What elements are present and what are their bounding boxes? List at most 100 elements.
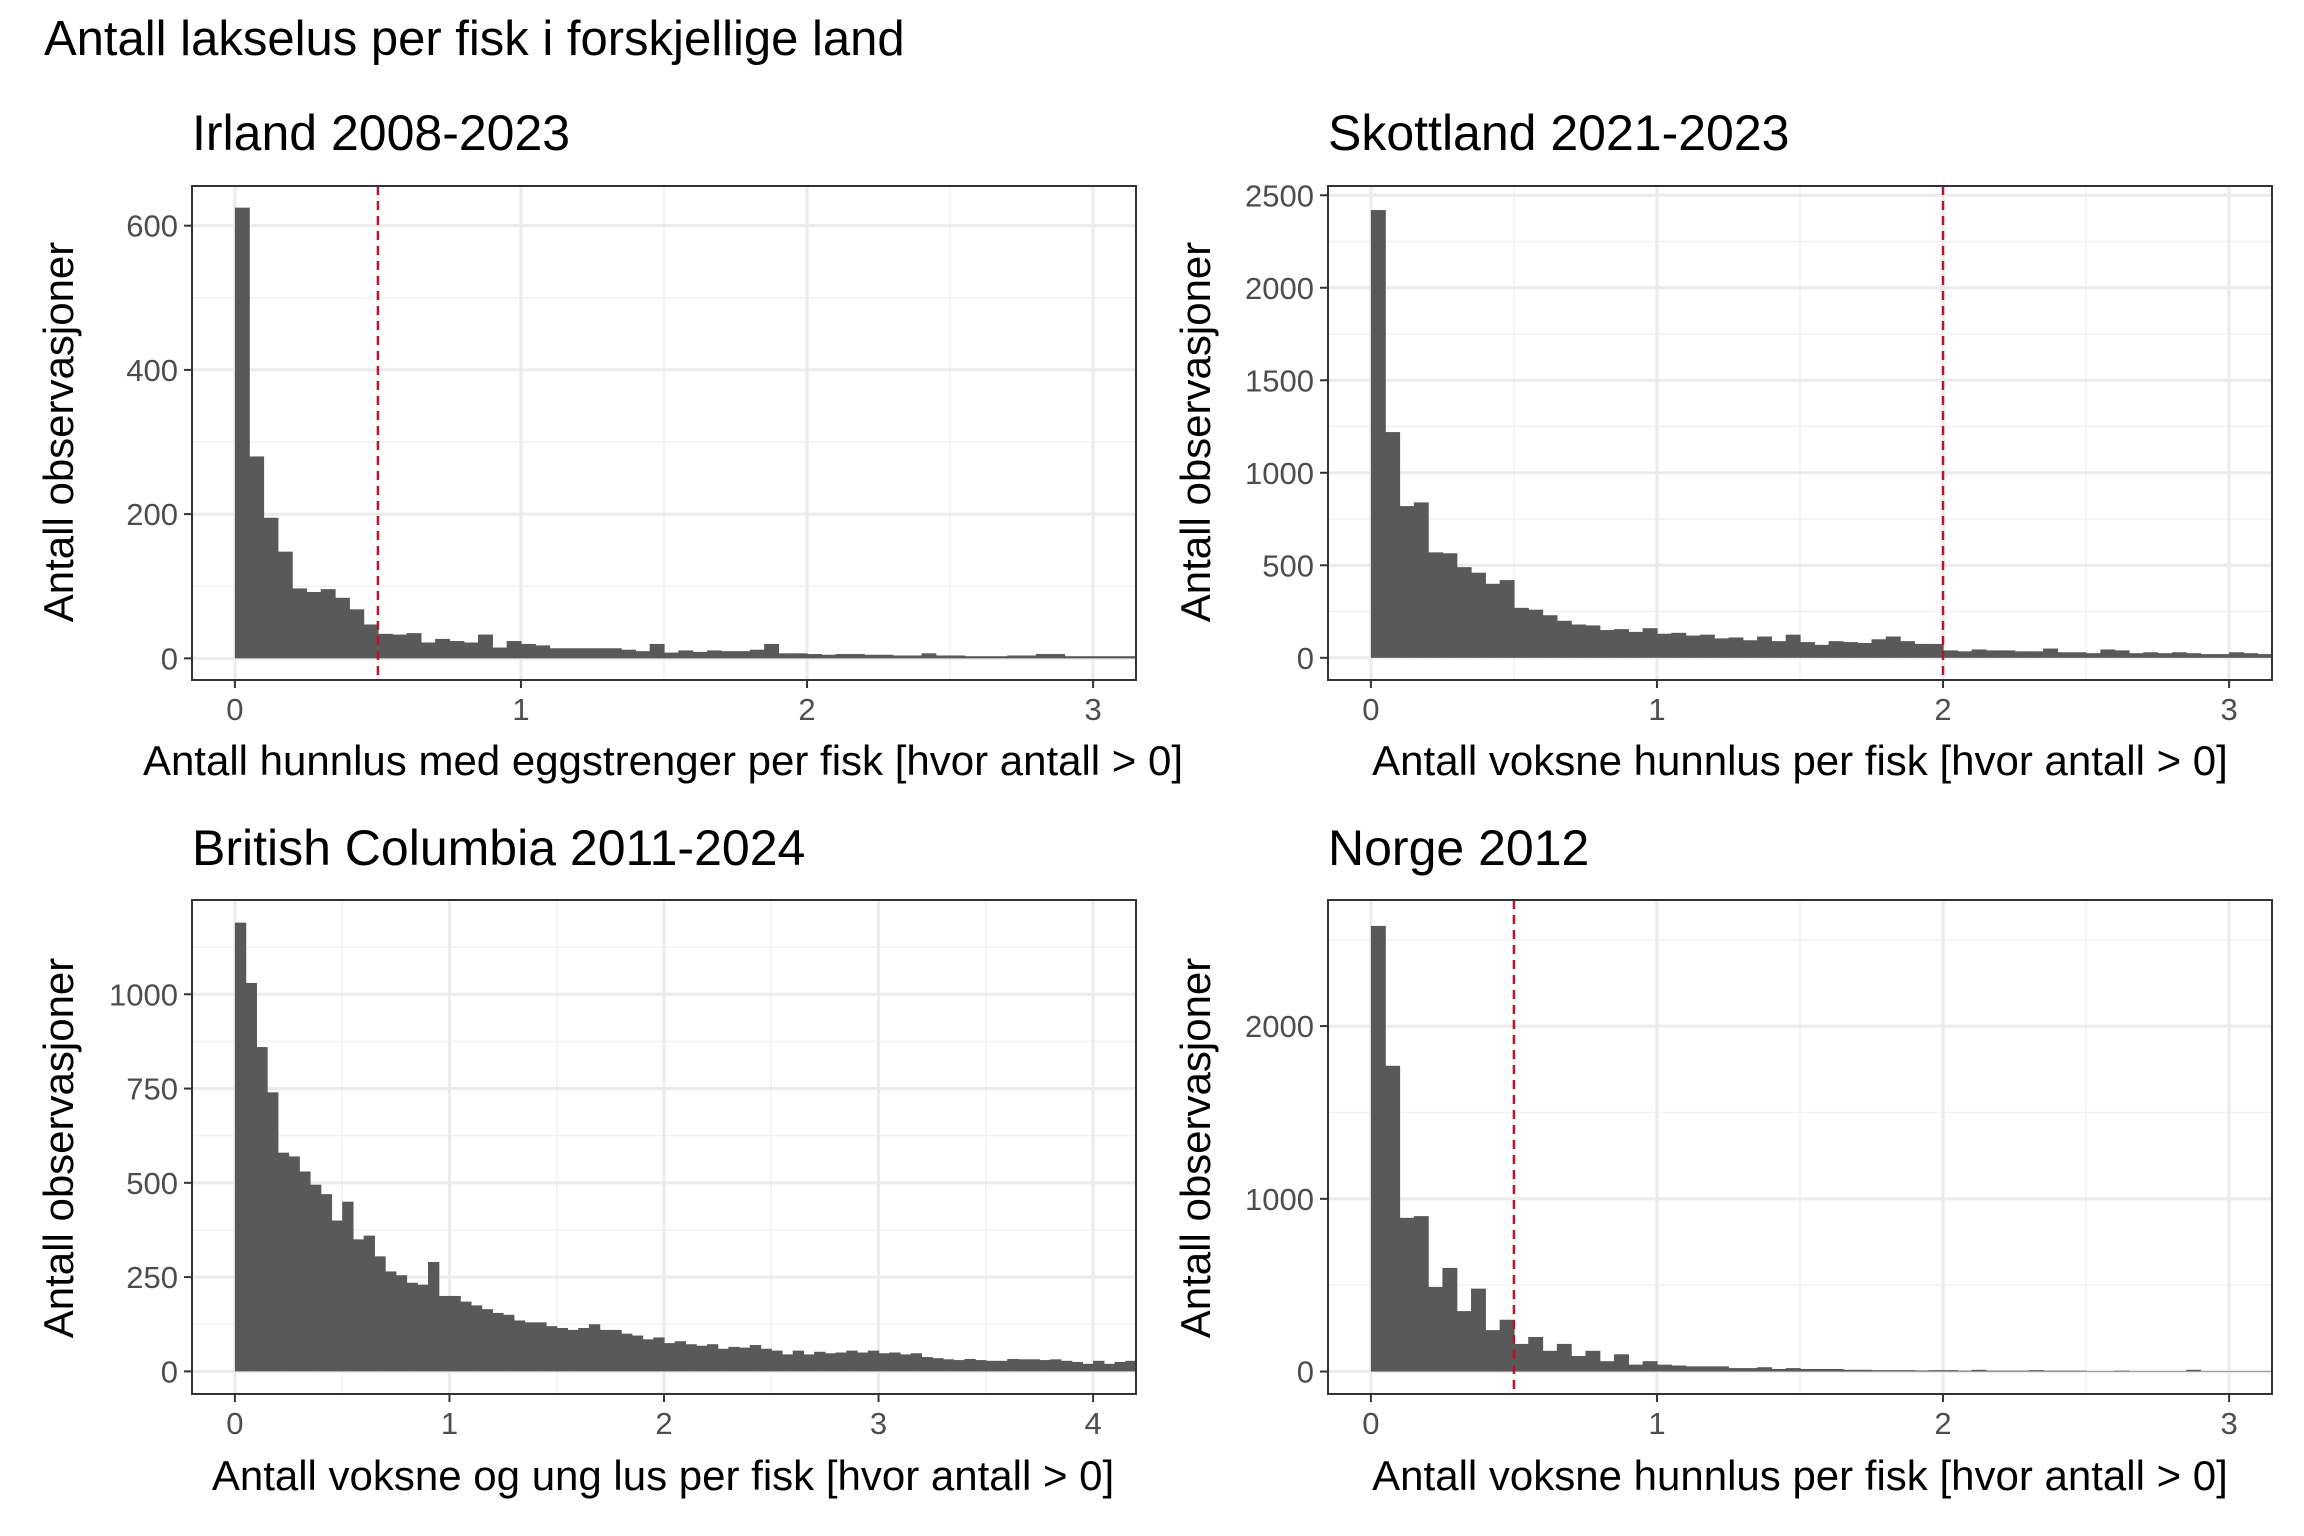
panel-british-columbia: British Columbia 2011-2024 0 1 2 3 4 0 250 500 7… bbox=[35, 820, 1158, 1499]
histogram-bar bbox=[1785, 634, 1801, 658]
histogram-bar bbox=[1071, 1361, 1083, 1372]
histogram-bar bbox=[964, 656, 980, 659]
histogram-bar bbox=[814, 1351, 826, 1372]
histogram-bar bbox=[460, 1301, 472, 1372]
histogram-bar bbox=[1125, 1360, 1136, 1372]
histogram-bar bbox=[1842, 642, 1858, 658]
histogram-bar bbox=[406, 633, 422, 659]
histogram-bar bbox=[588, 1324, 601, 1372]
histogram-bar bbox=[1714, 638, 1730, 658]
histogram-bar bbox=[2243, 1371, 2259, 1372]
histogram-bar bbox=[1064, 656, 1080, 659]
histogram-bar bbox=[1585, 625, 1601, 658]
histogram-bar bbox=[435, 638, 451, 659]
histogram-bar bbox=[1943, 650, 1958, 658]
histogram-bar bbox=[1914, 1370, 1930, 1372]
histogram-bar bbox=[1082, 1363, 1094, 1372]
y-axis-title: Antall observasjoner bbox=[35, 242, 82, 623]
histogram-bar bbox=[556, 1328, 569, 1372]
panel-border bbox=[191, 185, 1137, 681]
histogram-bar bbox=[1914, 643, 1930, 658]
histogram-bar bbox=[1614, 1354, 1629, 1372]
histogram-bar bbox=[549, 648, 565, 659]
histogram-bar bbox=[2214, 654, 2230, 658]
y-tick-label: 400 bbox=[126, 353, 178, 388]
histogram-bar bbox=[256, 1047, 268, 1372]
panel-skottland: Skottland 2021-2023 0 1 2 3 0 500 1000 1500 2000… bbox=[1172, 105, 2301, 784]
histogram-bar bbox=[1814, 1368, 1830, 1372]
histogram-bar bbox=[1018, 1359, 1030, 1372]
histogram-bar bbox=[782, 1354, 794, 1372]
histogram-bar bbox=[1671, 1365, 1687, 1372]
histogram-bar bbox=[1147, 1363, 1158, 1371]
histogram-bar bbox=[1556, 1343, 1572, 1372]
histogram-bar bbox=[1060, 1360, 1073, 1372]
histogram-bar bbox=[1714, 1366, 1730, 1372]
histogram-bar bbox=[563, 648, 579, 659]
histogram-bar bbox=[520, 643, 536, 659]
histogram-bar bbox=[1528, 1337, 1544, 1372]
histogram-bar bbox=[749, 1344, 762, 1372]
histogram-bar bbox=[1656, 633, 1672, 658]
histogram-bar bbox=[739, 1347, 751, 1372]
histogram-bar bbox=[1599, 630, 1615, 658]
histogram-bar bbox=[2286, 656, 2301, 658]
histogram-bar bbox=[1642, 1361, 1658, 1372]
x-tick-label: 2 bbox=[1934, 692, 1951, 727]
histogram-bar bbox=[653, 1337, 665, 1372]
histogram-bar bbox=[524, 1322, 536, 1372]
histogram-bar bbox=[2128, 653, 2144, 658]
histogram-bar bbox=[849, 654, 865, 659]
histogram-bar bbox=[463, 642, 479, 659]
histogram-bar bbox=[1985, 1370, 2001, 1372]
histogram-bar bbox=[1542, 1350, 1558, 1372]
histogram-bar bbox=[1757, 1367, 1772, 1372]
histogram-bar bbox=[1485, 1330, 1501, 1372]
histogram-bar bbox=[310, 1184, 322, 1372]
histogram-bar bbox=[1028, 1359, 1041, 1372]
histogram-bar bbox=[2043, 648, 2059, 658]
histogram-bar bbox=[1871, 639, 1887, 658]
histogram-bar bbox=[824, 1353, 837, 1372]
histogram-bar bbox=[1900, 1370, 1916, 1372]
histogram-bar bbox=[1571, 1356, 1587, 1372]
histogram-bar bbox=[1385, 432, 1401, 658]
histogram-bar bbox=[1742, 1368, 1758, 1372]
histogram-bar bbox=[621, 649, 636, 659]
histogram-bar bbox=[1814, 644, 1830, 658]
y-tick-label: 250 bbox=[126, 1260, 178, 1295]
histogram-bar bbox=[2014, 651, 2030, 658]
histogram-bar bbox=[1499, 580, 1515, 658]
histogram-bar bbox=[503, 1314, 515, 1372]
histogram-bar bbox=[449, 641, 465, 659]
histogram-bar bbox=[2028, 651, 2044, 658]
histogram-bar bbox=[1542, 615, 1558, 658]
y-tick-label: 500 bbox=[126, 1166, 178, 1201]
histogram-bar bbox=[288, 1156, 300, 1372]
histogram-bar bbox=[835, 654, 851, 659]
histogram-bar bbox=[1628, 1364, 1644, 1372]
histogram-bar bbox=[1399, 1217, 1415, 1372]
y-axis-title: Antall observasjoner bbox=[35, 958, 82, 1339]
histogram-bar bbox=[1928, 643, 1944, 658]
histogram-bar bbox=[678, 650, 694, 659]
histogram-bar bbox=[692, 651, 708, 659]
histogram-bar bbox=[907, 655, 923, 659]
histogram-bar bbox=[1771, 641, 1787, 658]
histogram-bar bbox=[2186, 1369, 2202, 1372]
histogram-bar bbox=[857, 1352, 869, 1372]
histogram-bar bbox=[1107, 656, 1123, 659]
histogram-bar bbox=[535, 645, 551, 659]
histogram-bar bbox=[1050, 654, 1066, 659]
y-axis-title: Antall observasjoner bbox=[1172, 242, 1219, 623]
histogram-bar bbox=[1078, 656, 1094, 659]
histogram-bar bbox=[506, 641, 522, 659]
histogram-bar bbox=[277, 1152, 290, 1372]
histogram-bar bbox=[764, 643, 780, 659]
y-tick-label: 0 bbox=[161, 641, 178, 676]
y-tick-label: 500 bbox=[1262, 548, 1314, 583]
histogram-bar bbox=[950, 655, 965, 659]
x-tick-label: 0 bbox=[1362, 692, 1379, 727]
histogram-bar bbox=[2243, 653, 2259, 658]
histogram-bar bbox=[1471, 572, 1486, 658]
